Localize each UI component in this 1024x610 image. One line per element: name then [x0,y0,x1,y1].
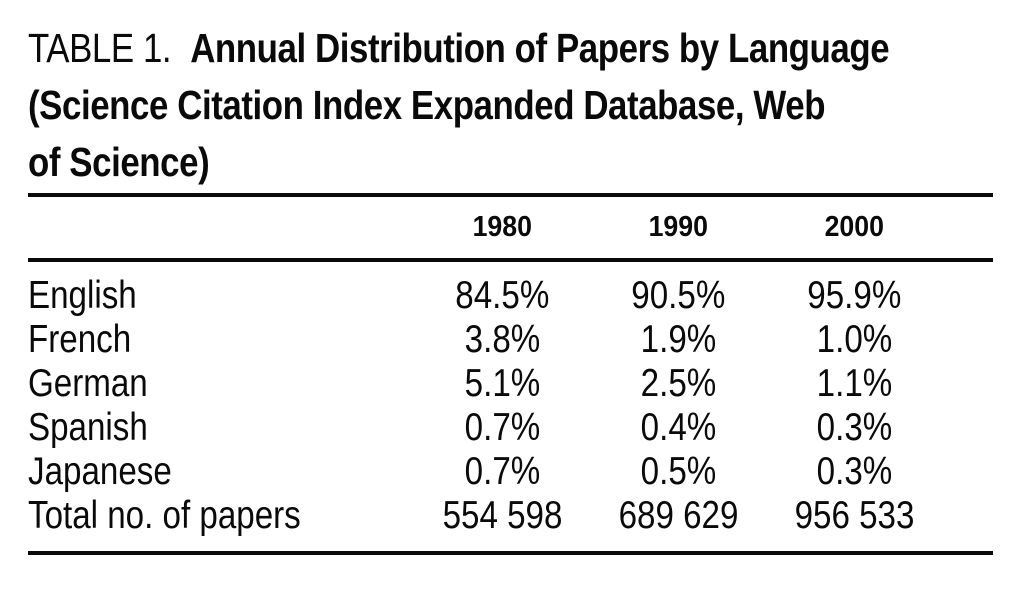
table-body: English 84.5% 90.5% 95.9% French 3.8% 1.… [28,262,993,551]
caption-table-number: TABLE 1. [28,25,172,71]
cell-value: 689 629 [618,494,738,537]
table-caption: TABLE 1. Annual Distribution of Papers b… [28,20,993,191]
caption-line-2: (Science Citation Index Expanded Databas… [28,77,993,134]
cell-value: 0.7% [464,450,540,493]
cell-value: 0.3% [816,450,892,493]
caption-title-part-3: of Science) [28,139,210,185]
table-row-total: Total no. of papers 554 598 689 629 956 … [28,494,993,538]
table-row: Japanese 0.7% 0.5% 0.3% [28,450,993,494]
row-label: German [28,362,148,405]
cell-value: 95.9% [806,274,902,317]
column-header-1980: 1980 [472,211,532,243]
row-label: French [28,318,132,361]
table-row: German 5.1% 2.5% 1.1% [28,362,993,406]
column-header-1990: 1990 [648,211,708,243]
cell-value: 1.1% [816,362,892,405]
row-label: Spanish [28,406,148,449]
table-row: English 84.5% 90.5% 95.9% [28,274,993,318]
cell-value: 84.5% [454,274,550,317]
data-table: 1980 1990 2000 English 84.5% 90.5% 95.9%… [28,193,993,555]
cell-value: 5.1% [464,362,540,405]
caption-line-1: TABLE 1. Annual Distribution of Papers b… [28,20,993,77]
caption-title-part-1: Annual Distribution of Papers by Languag… [190,25,890,71]
cell-value: 3.8% [464,318,540,361]
table-header-row: 1980 1990 2000 [28,197,993,262]
cell-value: 0.5% [640,450,716,493]
caption-title-part-2: (Science Citation Index Expanded Databas… [28,82,826,128]
row-label: English [28,274,137,317]
table-row: French 3.8% 1.9% 1.0% [28,318,993,362]
caption-line-3: of Science) [28,134,993,191]
row-label: Total no. of papers [28,494,301,537]
page: TABLE 1. Annual Distribution of Papers b… [0,20,1024,555]
row-label: Japanese [28,450,172,493]
column-header-2000: 2000 [824,211,884,243]
cell-value: 1.0% [816,318,892,361]
cell-value: 0.4% [640,406,716,449]
cell-value: 90.5% [630,274,726,317]
cell-value: 956 533 [794,494,914,537]
cell-value: 0.7% [464,406,540,449]
cell-value: 2.5% [640,362,716,405]
cell-value: 554 598 [442,494,562,537]
table-row: Spanish 0.7% 0.4% 0.3% [28,406,993,450]
cell-value: 0.3% [816,406,892,449]
cell-value: 1.9% [640,318,716,361]
